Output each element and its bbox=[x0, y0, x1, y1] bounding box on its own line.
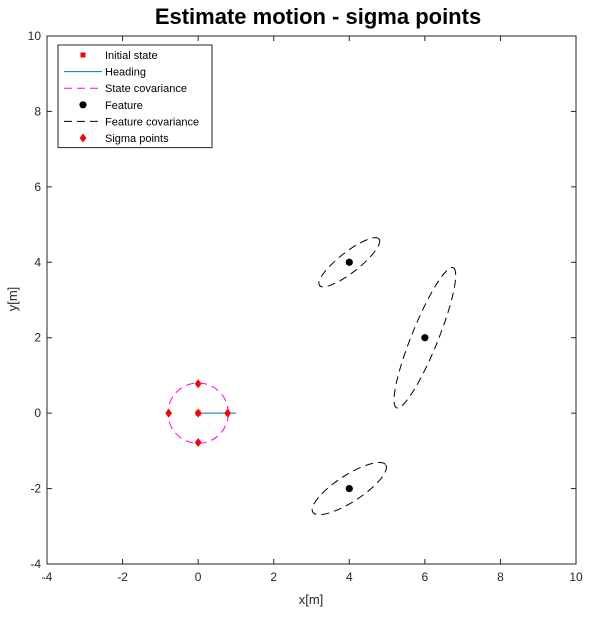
feature-covariance-ellipse bbox=[393, 266, 457, 409]
legend-label: Feature bbox=[105, 100, 143, 112]
y-tick-label: 0 bbox=[34, 406, 41, 420]
chart-title: Estimate motion - sigma points bbox=[155, 4, 481, 29]
y-tick-label: 10 bbox=[28, 29, 42, 43]
y-axis-label: y[m] bbox=[5, 287, 20, 312]
sigma-point bbox=[194, 438, 202, 448]
legend-label: State covariance bbox=[105, 83, 187, 95]
legend-label: Initial state bbox=[105, 50, 158, 62]
x-tick-label: -2 bbox=[117, 570, 128, 584]
legend-initial-state-marker bbox=[80, 52, 86, 58]
x-tick-label: 6 bbox=[422, 570, 429, 584]
legend-label: Heading bbox=[105, 67, 146, 79]
x-axis-label: x[m] bbox=[299, 592, 324, 607]
feature-covariance-ellipse bbox=[311, 461, 387, 516]
y-tick-label: 2 bbox=[34, 331, 41, 345]
legend-box bbox=[57, 44, 213, 149]
y-tick-label: -4 bbox=[30, 557, 41, 571]
legend-feature-marker bbox=[79, 101, 87, 109]
y-tick-label: 6 bbox=[34, 180, 41, 194]
x-tick-label: 10 bbox=[569, 570, 583, 584]
y-tick-label: 4 bbox=[34, 255, 41, 269]
sigma-point bbox=[224, 408, 231, 418]
feature-covariance-ellipse bbox=[318, 237, 381, 288]
x-tick-label: 0 bbox=[195, 570, 202, 584]
plot-area: -4 -2 0 2 4 6 8 10 -4 -2 0 2 4 6 8 10 bbox=[28, 29, 583, 584]
x-tick-label: 2 bbox=[270, 570, 277, 584]
x-tick-label: 4 bbox=[346, 570, 353, 584]
x-tick-label: 8 bbox=[497, 570, 504, 584]
y-tick-label: -2 bbox=[30, 482, 41, 496]
feature-point bbox=[345, 484, 353, 493]
sigma-point bbox=[194, 408, 202, 418]
legend-label: Feature covariance bbox=[105, 116, 199, 128]
feature-point bbox=[421, 334, 429, 342]
sigma-point bbox=[165, 408, 173, 418]
feature-point bbox=[345, 258, 353, 266]
legend-label: Sigma points bbox=[105, 133, 169, 145]
y-tick-label: 8 bbox=[34, 104, 41, 118]
legend-sigma-point-marker bbox=[79, 133, 87, 143]
sigma-point bbox=[194, 379, 202, 389]
x-tick-label: -4 bbox=[42, 570, 53, 584]
legend: Initial state Heading State covariance Feat… bbox=[57, 44, 213, 149]
axes-box bbox=[46, 35, 577, 565]
